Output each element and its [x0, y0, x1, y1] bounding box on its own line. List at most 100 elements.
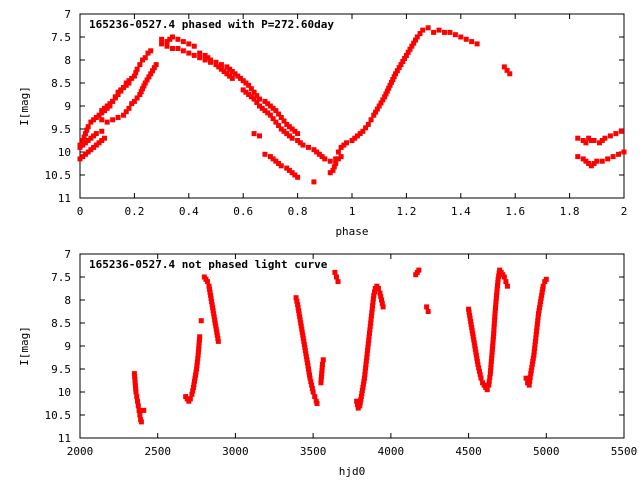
data-point	[471, 337, 477, 343]
data-point	[378, 294, 384, 300]
data-point	[284, 131, 290, 137]
data-point	[529, 364, 535, 370]
data-point	[129, 101, 135, 107]
data-point	[248, 94, 254, 100]
data-point	[488, 368, 494, 374]
data-point	[310, 389, 316, 395]
data-point	[543, 276, 549, 282]
data-point	[371, 292, 377, 298]
data-point	[466, 309, 472, 315]
data-point	[365, 348, 371, 354]
data-point	[218, 66, 224, 72]
data-point	[262, 98, 268, 104]
data-point	[136, 407, 142, 413]
data-point	[115, 92, 121, 97]
phased-light-curve-plot: 0 0.2 0.4 0.6 0.8 1 1.2 1.4 1.6 1.8 2 7 7.5 8 8.5 9 9.5 1…	[18, 8, 627, 238]
data-point	[115, 115, 121, 120]
data-point	[327, 170, 333, 176]
data-point	[331, 164, 337, 170]
data-point	[196, 346, 202, 352]
data-point	[354, 398, 360, 404]
data-point	[493, 302, 499, 308]
data-point	[411, 40, 417, 46]
data-point	[357, 131, 363, 137]
data-point	[529, 361, 535, 367]
data-point	[138, 89, 144, 95]
data-point	[101, 135, 107, 141]
data-point	[81, 134, 87, 140]
data-point	[88, 119, 94, 125]
x-tick-label: 2500	[144, 445, 171, 458]
data-point	[409, 43, 415, 49]
data-point	[164, 43, 170, 49]
data-point	[396, 65, 402, 71]
data-point	[534, 325, 540, 331]
data-point	[492, 317, 498, 323]
data-point	[469, 328, 475, 334]
data-point	[335, 149, 341, 155]
y-tick-label: 8	[64, 294, 71, 307]
data-point	[212, 317, 218, 323]
data-point	[254, 100, 260, 106]
data-point	[330, 167, 336, 173]
data-point	[214, 329, 220, 335]
data-point	[301, 338, 307, 344]
data-point	[303, 351, 309, 357]
data-point	[491, 324, 497, 330]
data-point	[96, 112, 102, 118]
data-point	[297, 317, 303, 323]
data-point	[366, 330, 372, 336]
data-point	[159, 36, 165, 42]
data-point	[540, 286, 546, 292]
data-point	[194, 366, 200, 372]
data-point	[528, 371, 534, 377]
data-point	[298, 320, 304, 326]
data-point	[126, 105, 132, 111]
data-point	[195, 352, 201, 358]
data-point	[530, 358, 536, 364]
data-point	[360, 128, 366, 134]
data-point	[400, 59, 406, 65]
data-point	[137, 62, 143, 68]
data-point	[447, 29, 453, 35]
data-point	[251, 96, 257, 102]
data-point	[210, 305, 216, 311]
data-point	[286, 124, 292, 130]
data-point	[85, 138, 91, 143]
data-point	[265, 110, 271, 116]
data-point	[305, 144, 311, 150]
data-point	[85, 149, 91, 155]
data-point	[539, 292, 545, 298]
data-point	[292, 128, 298, 134]
data-point	[618, 128, 624, 134]
data-point	[307, 375, 313, 381]
data-point	[284, 121, 290, 127]
y-tick-label: 10	[58, 386, 71, 399]
data-point	[523, 375, 529, 381]
y-tick-label: 8.5	[51, 317, 71, 330]
data-point	[588, 138, 594, 143]
data-point	[248, 86, 254, 92]
data-point	[99, 128, 105, 134]
data-point	[191, 381, 197, 387]
data-point	[493, 299, 499, 305]
data-point	[150, 68, 156, 74]
data-point	[303, 354, 309, 360]
data-point	[436, 27, 442, 33]
data-point	[591, 138, 597, 143]
data-point	[530, 355, 536, 361]
data-point	[216, 64, 222, 70]
data-point	[295, 305, 301, 311]
data-point	[110, 98, 116, 104]
data-point	[425, 309, 431, 314]
data-point	[474, 355, 480, 361]
data-point	[490, 343, 496, 349]
data-point	[531, 349, 537, 355]
data-point	[293, 295, 299, 301]
data-point	[145, 50, 151, 56]
data-point	[537, 302, 543, 308]
data-point	[493, 295, 499, 301]
data-point	[306, 369, 312, 375]
data-point	[196, 337, 202, 343]
data-point	[407, 46, 413, 52]
